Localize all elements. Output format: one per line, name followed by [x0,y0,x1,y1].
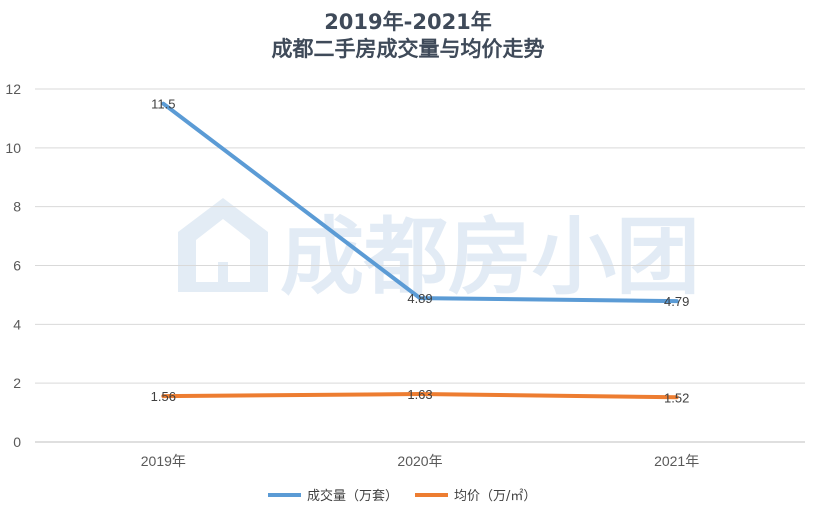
legend-label-1: 成交量（万套） [307,488,398,504]
y-tick-label: 0 [13,434,21,450]
watermark-text: 成都房小团 [280,208,700,306]
chart-title-line-2: 成都二手房成交量与均价走势 [272,37,545,61]
data-label: 11.5 [151,97,175,112]
x-axis: 2019年 2020年 2021年 [141,453,699,469]
data-label: 1.63 [407,387,432,402]
series [161,101,679,400]
legend-label-2: 均价（万/㎡） [454,489,536,504]
data-label: 1.56 [151,389,176,404]
legend: 成交量（万套） 均价（万/㎡） [268,488,536,504]
data-label: 1.52 [664,390,689,405]
y-tick-label: 12 [5,81,21,97]
x-tick-label: 2020年 [397,453,442,469]
y-axis: 0 2 4 6 8 10 12 [5,81,21,450]
gridlines [35,88,805,443]
y-tick-label: 2 [13,375,21,391]
x-tick-label: 2019年 [141,453,186,469]
watermark: 成都房小团 [178,198,700,306]
data-label: 4.79 [664,294,689,309]
y-tick-label: 8 [13,199,21,215]
y-tick-label: 10 [5,140,21,156]
house-logo-icon [178,198,268,292]
data-label: 4.89 [407,291,432,306]
chart-title-line-1: 2019年-2021年 [324,10,492,34]
data-labels: 11.5 4.89 4.79 1.56 1.63 1.52 [151,97,690,406]
y-tick-label: 4 [13,316,21,332]
x-tick-label: 2021年 [654,453,699,469]
y-tick-label: 6 [13,258,21,274]
